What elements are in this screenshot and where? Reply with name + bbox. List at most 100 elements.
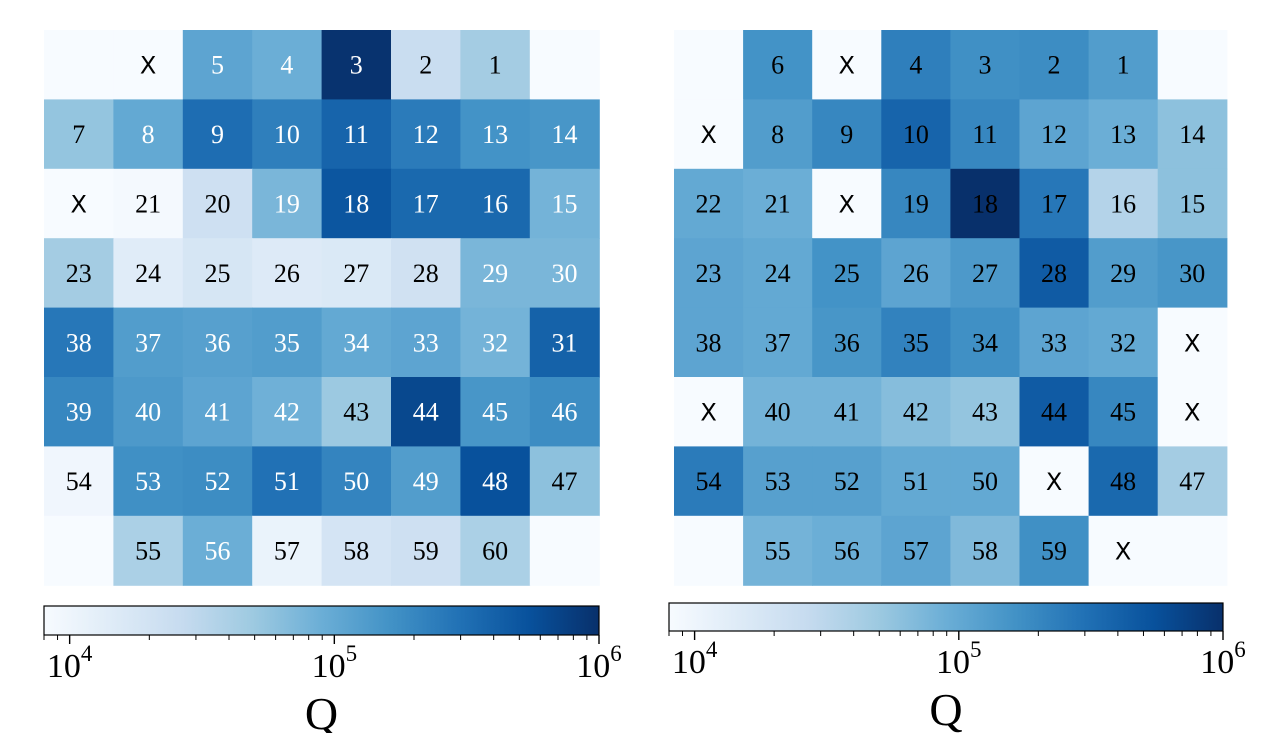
colorbar-tick-label: 104 (672, 637, 718, 681)
cell-label: 14 (1179, 120, 1205, 149)
cell-label: 15 (1179, 190, 1205, 219)
heatmap-cell (881, 377, 951, 447)
heatmap-cell (743, 30, 813, 100)
cell-label: 18 (972, 190, 998, 219)
colorbar-axis-label: Q (305, 688, 338, 733)
cell-label: 29 (1110, 259, 1136, 288)
heatmap-cell (1088, 307, 1159, 378)
heatmap-cell (812, 238, 882, 309)
heatmap-cell (1019, 168, 1090, 239)
heatmap-cell (950, 377, 1021, 447)
cell-label: 33 (1041, 328, 1067, 357)
cell-label: 7 (72, 120, 85, 149)
heatmap-cell (391, 515, 461, 586)
colorbar-tick-label: 105 (312, 641, 358, 685)
heatmap-cell (950, 238, 1021, 309)
heatmap-cell (881, 238, 951, 309)
heatmap-cell (44, 446, 114, 517)
heatmap-cell (321, 168, 392, 239)
cell-label: 55 (135, 537, 161, 566)
colorbar-tick-label: 104 (47, 641, 93, 685)
cell-label: 6 (771, 51, 784, 80)
excluded-cell-label: X (1184, 399, 1200, 427)
cell-label: 56 (834, 537, 860, 566)
excluded-cell-label: X (1046, 468, 1062, 496)
cell-label: 35 (903, 328, 929, 357)
cell-label: 25 (834, 259, 860, 288)
heatmap-cell (182, 30, 253, 100)
heatmap-cell (113, 307, 184, 378)
cell-label: 37 (765, 328, 791, 357)
cell-label: 42 (274, 398, 300, 427)
heatmap-cell (674, 446, 744, 517)
heatmap-cell (881, 307, 951, 378)
heatmap-cell (252, 307, 323, 378)
cell-label: 41 (205, 398, 231, 427)
heatmap-cell (321, 30, 392, 100)
heatmap-cell (1019, 99, 1090, 170)
cell-label: 28 (413, 259, 439, 288)
heatmap-cell (950, 99, 1021, 170)
heatmap-cell (460, 30, 531, 100)
cell-label: 43 (343, 398, 369, 427)
heatmap-cell (743, 307, 813, 378)
heatmap-cell (460, 446, 531, 517)
cell-label: 19 (903, 190, 929, 219)
cell-label: 53 (765, 467, 791, 496)
heatmap-cell (1088, 238, 1159, 309)
cell-label: 45 (482, 398, 508, 427)
cell-label: 9 (840, 120, 853, 149)
colorbar-axis-label: Q (929, 684, 962, 733)
heatmap-cell (812, 515, 882, 586)
cell-label: 19 (274, 190, 300, 219)
cell-label: 44 (413, 398, 439, 427)
heatmap-cell (182, 99, 253, 170)
cell-label: 2 (419, 51, 432, 80)
heatmap-cell (881, 446, 951, 517)
cell-label: 24 (135, 259, 161, 288)
heatmap-cell (1019, 515, 1090, 586)
heatmap-cell (321, 238, 392, 309)
heatmap-cell (44, 168, 114, 239)
cell-label: 30 (1179, 259, 1205, 288)
heatmap-cell (391, 307, 461, 378)
cell-label: 49 (413, 467, 439, 496)
cell-label: 47 (552, 467, 578, 496)
heatmap-cell (252, 238, 323, 309)
cell-label: 52 (205, 467, 231, 496)
cell-label: 10 (903, 120, 929, 149)
heatmap-cell (674, 377, 744, 447)
heatmap-cell (113, 30, 184, 100)
cell-label: 51 (903, 467, 929, 496)
cell-label: 9 (211, 120, 224, 149)
heatmap-cell (460, 515, 531, 586)
cell-label: 38 (696, 328, 722, 357)
heatmap-cell (950, 307, 1021, 378)
heatmap-cell (1019, 377, 1090, 447)
heatmap-cell (1088, 377, 1159, 447)
cell-label: 25 (205, 259, 231, 288)
colorbar-tick-label: 106 (1200, 637, 1246, 681)
cell-label: 8 (142, 120, 155, 149)
heatmap-cell (44, 515, 114, 586)
cell-label: 59 (1041, 537, 1067, 566)
heatmap-cell (812, 99, 882, 170)
heatmap-cell (44, 377, 114, 447)
cell-label: 38 (66, 328, 92, 357)
heatmap-cell (1157, 377, 1228, 447)
excluded-cell-label: X (700, 121, 716, 149)
cell-label: 36 (834, 328, 860, 357)
heatmap-cell (950, 168, 1021, 239)
heatmap-cell (44, 238, 114, 309)
cell-label: 42 (903, 398, 929, 427)
heatmap-cell (529, 168, 600, 239)
heatmap-cell (812, 377, 882, 447)
cell-label: 20 (205, 190, 231, 219)
heatmap-cell (743, 168, 813, 239)
cell-label: 22 (696, 190, 722, 219)
heatmap-cell (252, 446, 323, 517)
heatmap-cell (1088, 446, 1159, 517)
heatmap-cell (950, 446, 1021, 517)
